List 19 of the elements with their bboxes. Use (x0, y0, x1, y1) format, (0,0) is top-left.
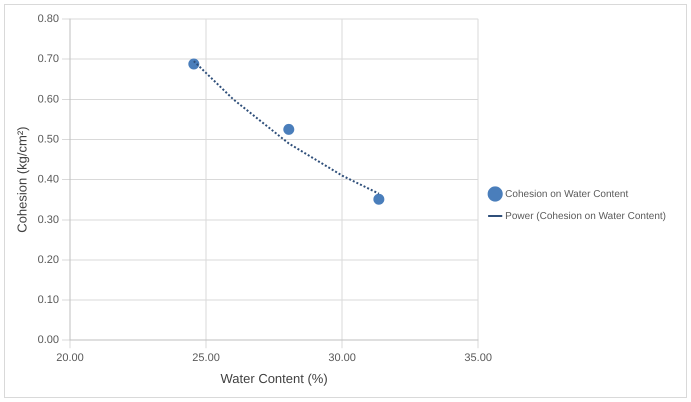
x-tick-label: 25.00 (192, 352, 220, 364)
point (283, 124, 294, 135)
y-tick-label: 0.20 (38, 254, 60, 266)
y-tick-label: 0.40 (38, 174, 60, 186)
x-tick-label: 35.00 (464, 352, 492, 364)
legend-label: Cohesion on Water Content (505, 188, 628, 200)
legend-label: Power (Cohesion on Water Content) (505, 210, 666, 222)
y-axis-title: Cohesion (kg/cm²) (14, 126, 30, 233)
x-tick-label: 30.00 (328, 352, 356, 364)
y-tick-label: 0.00 (38, 334, 60, 346)
y-tick-label: 0.10 (38, 294, 60, 306)
point (373, 194, 384, 205)
x-tick-label: 20.00 (56, 352, 84, 364)
y-tick-label: 0.50 (38, 133, 60, 146)
y-tick-label: 0.80 (38, 13, 60, 26)
y-tick-label: 0.70 (38, 53, 60, 66)
y-tick-label: 0.60 (38, 93, 60, 106)
x-axis-title: Water Content (%) (220, 370, 328, 386)
y-tick-label: 0.30 (38, 214, 60, 226)
